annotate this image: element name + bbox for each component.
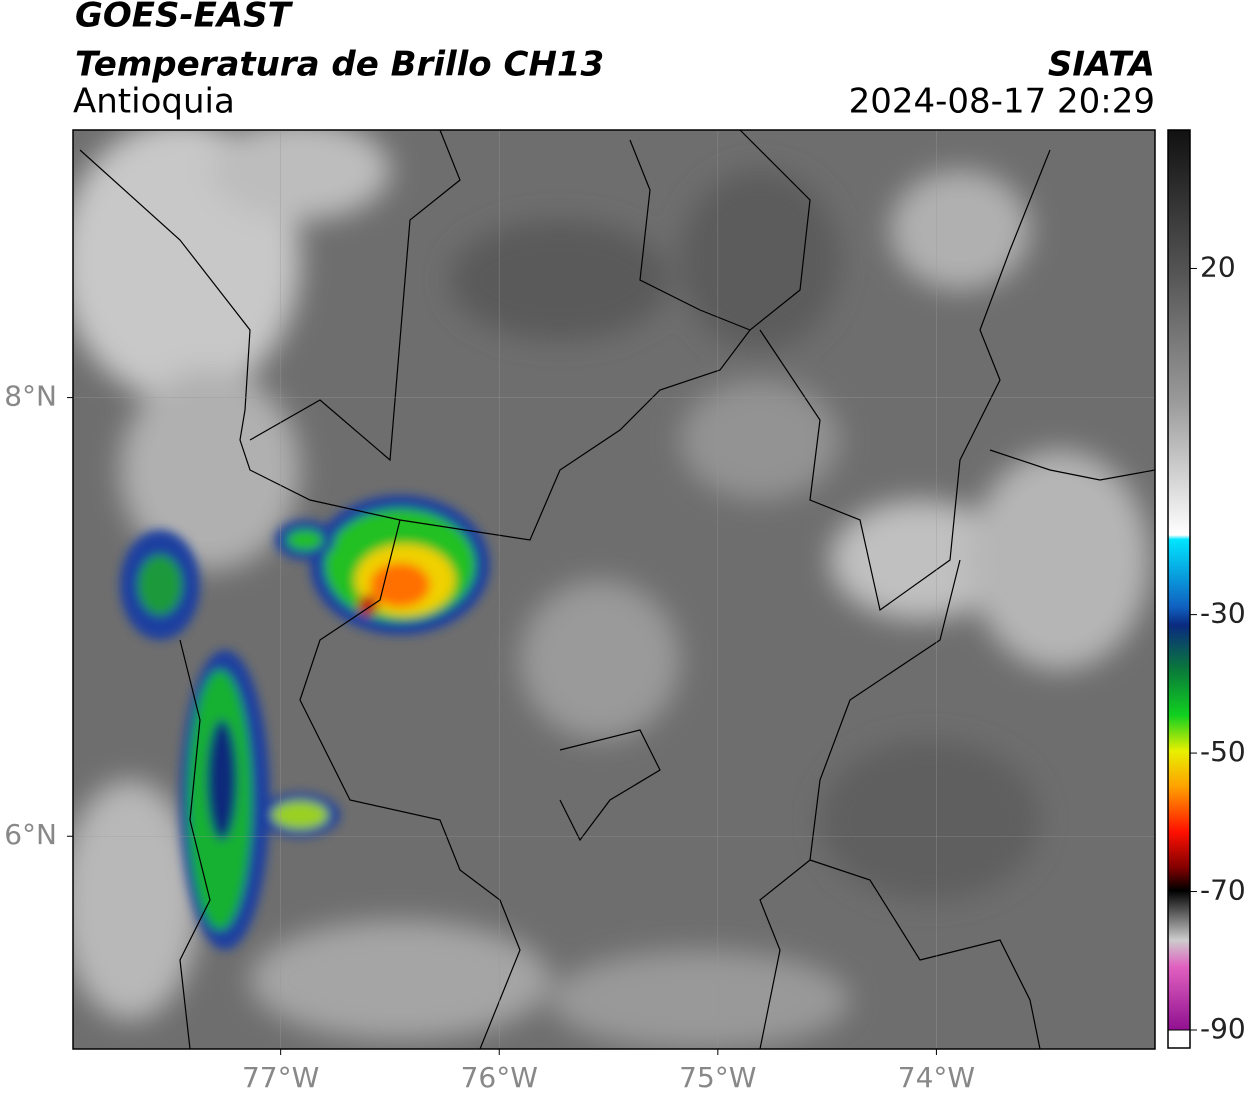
colorbar-tick-label: -90 <box>1200 1012 1246 1045</box>
axes: 77°W 76°W 75°W 74°W 8°N 6°N <box>4 130 1155 1094</box>
title: GOES-EAST <box>75 0 294 36</box>
colorbar <box>1168 130 1190 1030</box>
cloud-field <box>73 130 1150 1049</box>
x-tick-label: 76°W <box>461 1061 538 1094</box>
borders <box>79 130 1155 1049</box>
x-tick-label: 75°W <box>679 1061 756 1094</box>
satellite-image <box>73 130 1155 1049</box>
subtitle: Temperatura de Brillo CH13 <box>75 45 604 85</box>
timestamp: 2024-08-17 20:29 <box>849 82 1155 122</box>
colorbar-tick-label: -30 <box>1200 597 1246 630</box>
region: Antioquia <box>73 82 235 122</box>
y-tick-label: 8°N <box>4 380 57 413</box>
colorbar-frame <box>1167 129 1191 1049</box>
convective-cells <box>120 495 490 950</box>
colorbar-under <box>1167 1029 1191 1049</box>
colorbar-tick-label: -50 <box>1200 735 1246 768</box>
y-tick-label: 6°N <box>4 818 57 851</box>
colorbar-tick-label: -70 <box>1200 874 1246 907</box>
colorbar-tick-label: 20 <box>1200 250 1236 283</box>
x-tick-label: 74°W <box>898 1061 975 1094</box>
source: SIATA <box>1048 45 1155 85</box>
map-frame <box>72 129 1156 1050</box>
x-tick-label: 77°W <box>242 1061 319 1094</box>
